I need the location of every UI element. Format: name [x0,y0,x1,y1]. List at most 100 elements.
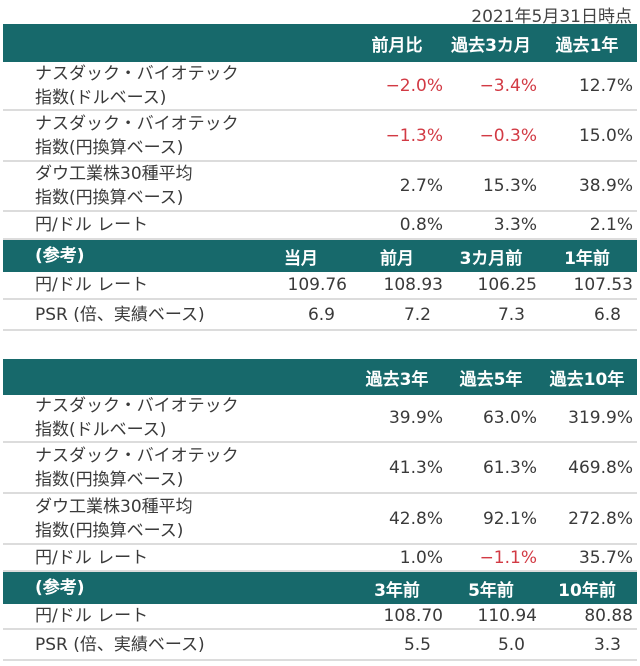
value-cell: 38.9% [578,176,633,196]
row-label: PSR (倍、実績ベース) [35,634,205,655]
row-label: PSR (倍、実績ベース) [35,304,205,325]
label-text: 円/ドル レート [35,213,148,237]
table-row: 円/ドル レート 109.76 108.93 106.25 107.53 [3,272,637,300]
reference-column-header: 前月 [380,248,414,269]
table-row: PSR (倍、実績ベース) 5.5 5.0 3.3 [3,630,637,661]
label-line: 指数(円換算ベース) [35,137,184,158]
column-header: 過去10年 [549,369,625,390]
label-text: ナスダック・バイオテック 指数(ドルベース) [35,62,239,110]
value-cell: 108.93 [383,275,443,295]
row-label: ダウ工業株30種平均 指数(円換算ベース) [35,494,193,543]
table-row: ナスダック・バイオテック 指数(ドルベース) −2.0% −3.4% 12.7% [3,62,637,111]
value-cell: 110.94 [477,606,537,626]
table-row: ナスダック・バイオテック 指数(円換算ベース) 41.3% 61.3% 469.8% [3,443,637,494]
label-text: 円/ドル レート [35,546,148,570]
column-header: 過去3年 [365,369,429,390]
reference-column-header: 3カ月前 [459,248,523,269]
value-cell: 469.8% [568,457,633,478]
label-line: 指数(ドルベース) [35,87,167,108]
value-cell: −0.3% [479,125,537,146]
table-row: 円/ドル レート 1.0% −1.1% 35.7% [3,545,637,572]
label-line: ダウ工業株30種平均 [35,164,193,184]
reference-column-header: 5年前 [468,580,514,601]
label-line: 円/ドル レート [35,215,149,235]
label-text: ナスダック・バイオテック 指数(円換算ベース) [35,444,239,492]
table-row: 円/ドル レート 108.70 110.94 80.88 [3,604,637,630]
row-label: 円/ドル レート [35,212,148,238]
value-cell: 35.7% [578,547,633,568]
value-cell: 1.0% [399,547,443,568]
value-cell: 12.7% [578,75,633,96]
as-of-date: 2021年5月31日時点 [471,7,632,27]
column-header: 過去3カ月 [451,35,531,56]
value-cell: −2.0% [385,75,443,96]
row-label: ナスダック・バイオテック 指数(ドルベース) [35,395,239,441]
value-cell: 6.9 [307,304,335,325]
label-text: ナスダック・バイオテック 指数(円換算ベース) [35,112,239,160]
value-cell: 2.7% [399,176,443,196]
label-text: ダウ工業株30種平均 指数(円換算ベース) [35,162,193,210]
row-label: 円/ドル レート [35,275,149,295]
table-row: ダウ工業株30種平均 指数(円換算ベース) 2.7% 15.3% 38.9% [3,162,637,212]
value-cell: 319.9% [568,408,633,428]
column-header: 過去1年 [555,35,619,56]
value-cell: 109.76 [287,275,347,295]
table-row: 円/ドル レート 0.8% 3.3% 2.1% [3,212,637,240]
table-row: ナスダック・バイオテック 指数(ドルベース) 39.9% 63.0% 319.9% [3,395,637,443]
value-cell: −1.1% [479,547,537,568]
value-cell: 0.8% [399,215,443,235]
row-label: ダウ工業株30種平均 指数(円換算ベース) [35,162,193,210]
header-row: 過去3年 過去5年 過去10年 [3,359,637,395]
row-label: ナスダック・バイオテック 指数(円換算ベース) [35,443,239,492]
value-cell: 15.0% [578,125,633,146]
reference-label: (参考) [35,246,85,266]
value-cell: 92.1% [482,508,537,529]
label-line: 指数(円換算ベース) [35,520,184,541]
value-cell: −3.4% [479,75,537,96]
label-line: 指数(円換算ベース) [35,188,184,208]
label-line: ナスダック・バイオテック [35,113,239,134]
column-header: 前月比 [371,35,423,56]
value-cell: 80.88 [584,606,633,626]
table-row: ダウ工業株30種平均 指数(円換算ベース) 42.8% 92.1% 272.8% [3,494,637,545]
value-cell: 39.9% [388,408,443,428]
table-row: ナスダック・バイオテック 指数(円換算ベース) −1.3% −0.3% 15.0% [3,111,637,162]
value-cell: 42.8% [388,508,443,529]
value-cell: 3.3 [593,634,621,655]
header-row: 前月比 過去3カ月 過去1年 [3,24,637,62]
reference-column-header: 当月 [284,248,318,269]
label-line: ダウ工業株30種平均 [35,496,193,517]
label-line: 指数(円換算ベース) [35,469,184,490]
label-line: ナスダック・バイオテック [35,445,239,466]
reference-column-header: 3年前 [374,580,420,601]
value-cell: 107.53 [573,275,633,295]
reference-column-header: 10年前 [558,580,616,601]
column-header: 過去5年 [459,369,523,390]
label-text: ダウ工業株30種平均 指数(円換算ベース) [35,495,193,543]
header-row: (参考) 3年前 5年前 10年前 [3,572,637,604]
value-cell: 2.1% [589,215,633,235]
label-line: 円/ドル レート [35,547,149,568]
label-line: ナスダック・バイオテック [35,63,239,84]
value-cell: 3.3% [493,215,537,235]
value-cell: 5.5 [403,634,431,655]
value-cell: 272.8% [568,508,633,529]
row-label: 円/ドル レート [35,545,148,570]
label-line: ナスダック・バイオテック [35,396,239,416]
value-cell: 15.3% [482,176,537,196]
row-label: ナスダック・バイオテック 指数(ドルベース) [35,62,239,109]
value-cell: 7.2 [403,304,431,325]
value-cell: 41.3% [388,457,443,478]
value-cell: 63.0% [482,408,537,428]
label-line: 指数(ドルベース) [35,420,167,440]
value-cell: 108.70 [383,606,443,626]
value-cell: −1.3% [385,125,443,146]
row-label: 円/ドル レート [35,606,149,626]
row-label: ナスダック・バイオテック 指数(円換算ベース) [35,111,239,160]
value-cell: 7.3 [497,304,525,325]
value-cell: 6.8 [593,304,621,325]
table-row: PSR (倍、実績ベース) 6.9 7.2 7.3 6.8 [3,300,637,331]
value-cell: 5.0 [497,634,525,655]
label-text: ナスダック・バイオテック 指数(ドルベース) [35,394,239,442]
